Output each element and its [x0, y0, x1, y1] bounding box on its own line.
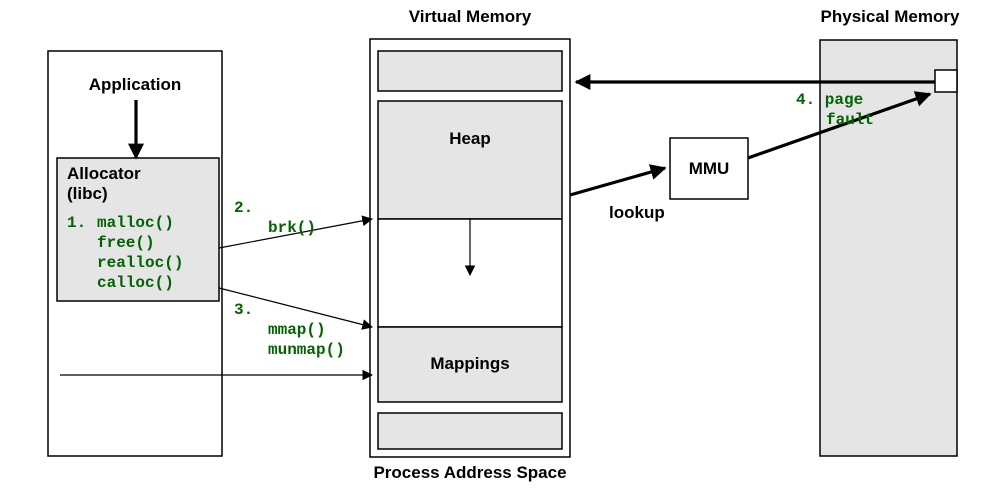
- label-brk: brk(): [268, 219, 316, 237]
- label-step2: 2.: [234, 199, 253, 217]
- label-calloc: calloc(): [97, 274, 174, 292]
- label-step4_l2: fault: [826, 111, 874, 129]
- label-virtual_memory: Virtual Memory: [409, 7, 532, 26]
- box-heap: [378, 101, 562, 219]
- label-malloc: malloc(): [97, 214, 174, 232]
- label-mmap: mmap(): [268, 321, 326, 339]
- label-allocator_l1: Allocator: [67, 164, 141, 183]
- label-munmap: munmap(): [268, 341, 345, 359]
- label-step4_l1: 4. page: [796, 91, 863, 109]
- label-step1: 1.: [67, 214, 86, 232]
- box-vm_bot: [378, 413, 562, 449]
- box-vm_top: [378, 51, 562, 91]
- label-allocator_l2: (libc): [67, 184, 108, 203]
- label-lookup: lookup: [609, 203, 665, 222]
- box-phys_page: [935, 70, 957, 92]
- label-application: Application: [89, 75, 182, 94]
- label-process_addr: Process Address Space: [373, 463, 566, 482]
- label-step3: 3.: [234, 301, 253, 319]
- label-heap: Heap: [449, 129, 491, 148]
- label-mmu: MMU: [689, 159, 730, 178]
- label-realloc: realloc(): [97, 254, 183, 272]
- label-physical_memory: Physical Memory: [821, 7, 960, 26]
- arrow-vm-to-mmu: [570, 168, 665, 195]
- label-mappings: Mappings: [430, 354, 509, 373]
- label-free: free(): [97, 234, 155, 252]
